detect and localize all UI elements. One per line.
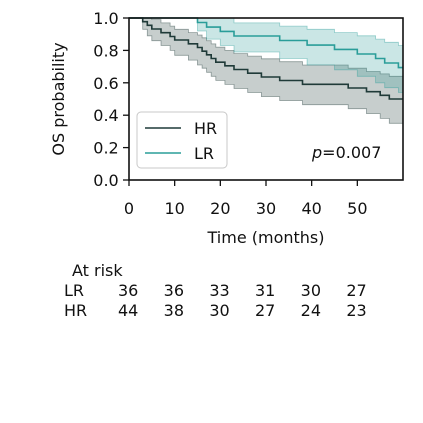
p-value-annotation: p=0.007	[311, 143, 381, 162]
risk-count-hr-40: 24	[301, 301, 321, 320]
x-tick-label-10: 10	[164, 199, 184, 218]
risk-count-hr-30: 27	[255, 301, 275, 320]
risk-table-rows: LR 36 36 33 31 30 27 HR 44 38 30 27 24 23	[64, 281, 367, 320]
survival-line-hr	[129, 17, 403, 100]
p-value-symbol: p	[311, 143, 322, 162]
y-axis-title: OS probability	[49, 42, 68, 155]
x-tick-label-0: 0	[124, 199, 134, 218]
y-tick-label-0.0: 0.0	[93, 171, 118, 190]
legend-label-lr: LR	[194, 144, 214, 163]
plot-area	[128, 17, 404, 181]
y-tick-label-0.8: 0.8	[93, 41, 118, 60]
risk-row-label-lr: LR	[64, 281, 84, 300]
risk-count-hr-50: 23	[346, 301, 366, 320]
y-axis: 0.0 0.2 0.4 0.6 0.8 1.0	[93, 9, 129, 190]
risk-count-hr-0: 44	[118, 301, 138, 320]
x-axis-title: Time (months)	[207, 228, 325, 247]
risk-count-lr-50: 27	[346, 281, 366, 300]
p-value-number: =0.007	[322, 143, 381, 162]
risk-table-title: At risk	[72, 261, 123, 280]
survival-line-lr	[129, 17, 403, 69]
y-tick-label-0.6: 0.6	[93, 74, 118, 93]
ci-band-lr	[129, 17, 404, 93]
y-tick-label-1.0: 1.0	[93, 9, 118, 28]
x-tick-label-40: 40	[301, 199, 321, 218]
risk-count-lr-20: 33	[209, 281, 229, 300]
survival-curves	[129, 17, 403, 100]
risk-count-lr-10: 36	[164, 281, 184, 300]
x-tick-label-20: 20	[210, 199, 230, 218]
x-axis: 0 10 20 30 40 50	[124, 180, 368, 218]
risk-count-hr-20: 30	[209, 301, 229, 320]
x-tick-label-30: 30	[256, 199, 276, 218]
legend: HR LR	[136, 111, 228, 169]
legend-box	[136, 111, 228, 169]
risk-count-hr-10: 38	[164, 301, 184, 320]
legend-label-hr: HR	[194, 119, 217, 138]
risk-table: At risk LR 36 36 33 31 30 27 HR 44 38 30 27 24 23	[64, 261, 367, 320]
y-tick-label-0.2: 0.2	[93, 139, 118, 158]
risk-count-lr-0: 36	[118, 281, 138, 300]
risk-row-label-hr: HR	[64, 301, 87, 320]
y-tick-label-0.4: 0.4	[93, 106, 118, 125]
x-tick-label-50: 50	[347, 199, 367, 218]
risk-count-lr-40: 30	[301, 281, 321, 300]
risk-count-lr-30: 31	[255, 281, 275, 300]
